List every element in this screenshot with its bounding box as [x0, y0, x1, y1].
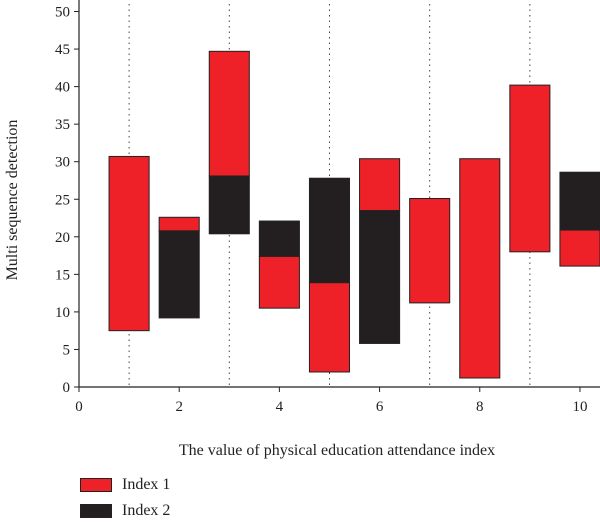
bar-segment-index1 — [409, 198, 451, 304]
x-axis-title: The value of physical education attendan… — [179, 442, 495, 459]
legend-swatch-index1 — [80, 478, 112, 492]
bar-segment-index1 — [359, 158, 401, 212]
y-ticks: 0 5 10 15 20 25 30 35 40 45 50 — [55, 5, 79, 396]
x-tick-label: 10 — [572, 399, 587, 415]
legend-swatch-index2 — [80, 504, 112, 518]
bar-segment-index2 — [559, 171, 600, 231]
legend: Index 1 Index 2 — [80, 473, 170, 525]
legend-item-index2: Index 2 — [80, 499, 170, 523]
x-tick-label: 6 — [376, 399, 384, 415]
x-ticks: 0 2 4 6 8 10 — [75, 387, 587, 415]
y-tick-label: 20 — [55, 230, 70, 246]
bar-segment-index2 — [258, 220, 300, 257]
bar-segment-index1 — [258, 255, 300, 309]
y-tick-label: 45 — [55, 42, 70, 58]
legend-label-index1: Index 1 — [122, 476, 171, 493]
y-tick-label: 10 — [55, 305, 70, 321]
axes-group — [78, 0, 600, 388]
y-tick-label: 25 — [55, 192, 70, 208]
y-tick-label: 15 — [55, 267, 70, 283]
bar-segment-index1 — [208, 50, 250, 177]
x-tick-label: 8 — [476, 399, 484, 415]
bar-segment-index1 — [308, 282, 351, 373]
y-axis-title: Multi sequence detection — [4, 120, 21, 281]
legend-label-index2: Index 2 — [122, 502, 171, 519]
bar-segment-index1 — [158, 216, 200, 232]
bars-group — [108, 50, 600, 379]
bar-segment-index1 — [108, 155, 150, 332]
bar-segment-index2 — [308, 177, 351, 284]
y-tick-label: 50 — [55, 5, 70, 21]
x-tick-label: 4 — [276, 399, 284, 415]
bar-segment-index1 — [559, 229, 600, 267]
x-tick-label: 2 — [175, 399, 183, 415]
legend-item-index1: Index 1 — [80, 473, 170, 497]
bar-segment-index2 — [208, 175, 250, 235]
y-tick-label: 5 — [63, 342, 71, 358]
bar-segment-index1 — [509, 84, 551, 253]
y-tick-label: 35 — [55, 117, 70, 133]
y-tick-label: 40 — [55, 80, 70, 96]
bar-segment-index2 — [359, 210, 401, 344]
bar-segment-index2 — [158, 230, 200, 319]
bar-segment-index1 — [459, 158, 501, 379]
y-tick-label: 0 — [63, 380, 71, 396]
x-tick-label: 0 — [75, 399, 83, 415]
y-tick-label: 30 — [55, 155, 70, 171]
chart-svg: 0 5 10 15 20 25 30 35 40 45 50 0 2 4 6 8 10 The value o… — [4, 0, 600, 459]
